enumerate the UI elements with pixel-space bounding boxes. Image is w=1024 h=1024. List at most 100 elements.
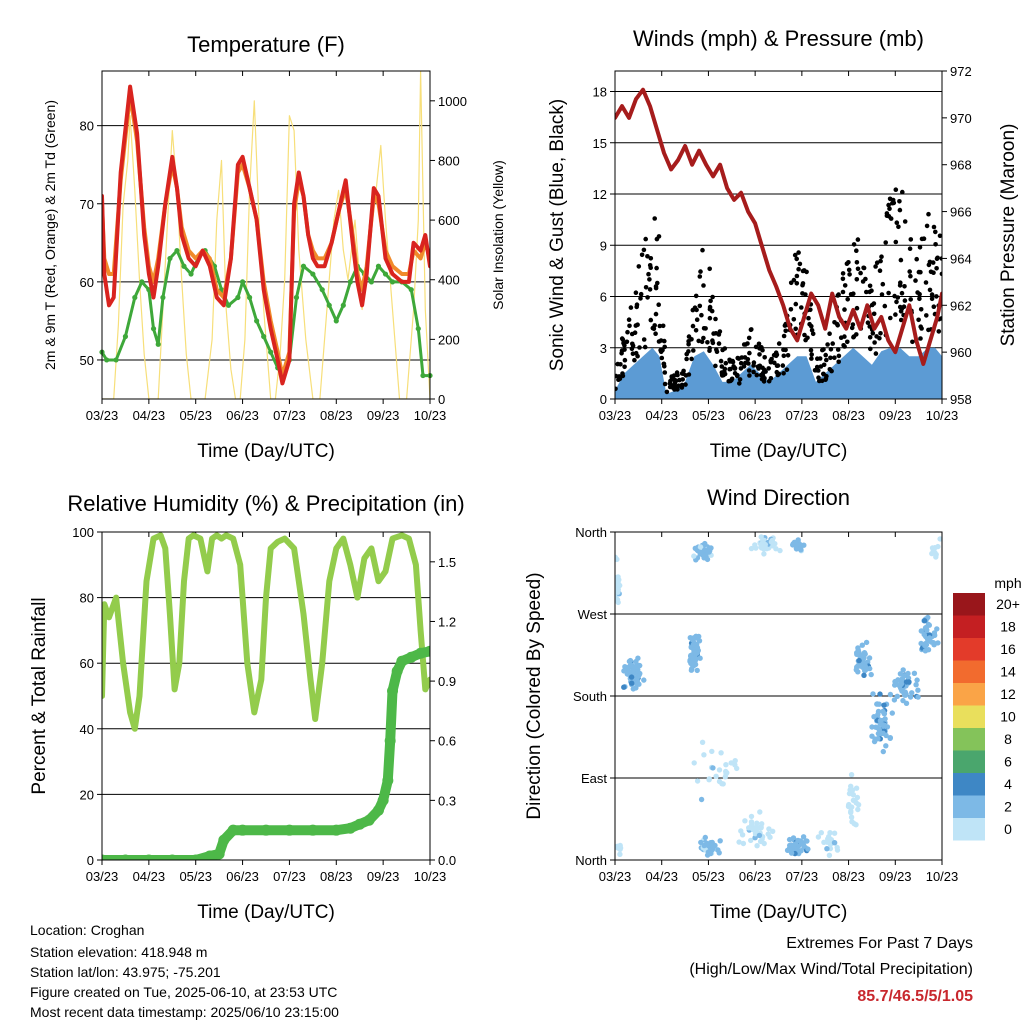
direction-point [773, 546, 779, 552]
gust-point [893, 187, 899, 192]
x-tick-label: 05/23 [179, 408, 212, 423]
gust-point [691, 348, 696, 353]
direction-point [873, 724, 879, 730]
gust-point [836, 353, 842, 359]
gust-point [751, 363, 756, 368]
y-right-tick-label: 0.9 [438, 674, 456, 689]
gust-point [747, 373, 752, 378]
gust-point [868, 346, 873, 352]
gust-point [929, 292, 935, 297]
gust-point [718, 358, 724, 364]
gust-point [634, 302, 640, 308]
direction-point [630, 686, 636, 692]
y-right-tick-label: 968 [950, 158, 972, 173]
gust-point [641, 337, 647, 342]
direction-point [831, 840, 838, 846]
gust-point [638, 291, 644, 297]
gust-point [679, 382, 685, 388]
gust-point [817, 356, 823, 361]
direction-point [889, 710, 895, 716]
gust-point [917, 291, 922, 297]
gust-point [730, 359, 736, 365]
dewpoint-point [375, 263, 382, 269]
gust-point [615, 386, 618, 392]
gust-point [931, 304, 937, 310]
gust-point [816, 375, 821, 381]
gust-point [835, 347, 841, 352]
y-right-tick-label: 960 [950, 345, 972, 360]
legend-label: 12 [1000, 686, 1016, 702]
dewpoint-point [268, 349, 274, 355]
direction-point [877, 718, 884, 724]
gust-point [800, 268, 806, 274]
direction-point [850, 792, 856, 798]
gust-point [888, 315, 893, 321]
gust-point [882, 303, 888, 309]
gust-point [828, 347, 834, 352]
gust-point [907, 269, 912, 274]
direction-point [709, 748, 715, 755]
direction-point [768, 539, 775, 545]
gust-point [753, 344, 759, 350]
gust-point [855, 266, 861, 272]
x-tick-label: 03/23 [599, 408, 632, 423]
dewpoint-point [389, 279, 396, 285]
x-tick-label: 04/23 [133, 869, 166, 884]
dewpoint-point [239, 279, 246, 285]
gust-point [630, 343, 636, 349]
direction-point [704, 556, 711, 563]
extremes-title: Extremes For Past 7 Days [786, 935, 973, 952]
gust-point [809, 356, 814, 361]
direction-point [863, 666, 869, 673]
direction-point [617, 846, 623, 852]
direction-point [754, 843, 760, 849]
gust-point [656, 234, 662, 239]
gust-point [701, 335, 706, 341]
gust-point [633, 290, 639, 296]
direction-point [706, 545, 712, 552]
gust-point [625, 329, 630, 335]
x-tick-label: 09/23 [367, 869, 400, 884]
direction-point [851, 821, 857, 827]
dewpoint-point [293, 294, 300, 301]
legend-label: 10 [1000, 709, 1016, 725]
gust-point [927, 259, 933, 265]
gust-point [824, 373, 829, 379]
gust-point [823, 352, 828, 358]
x-tick-label: 04/23 [645, 869, 678, 884]
gust-point [781, 347, 786, 353]
rainfall-point [213, 848, 225, 860]
gust-point [639, 252, 645, 258]
dewpoint-point [174, 248, 180, 254]
direction-point [770, 828, 776, 834]
direction-point [793, 542, 799, 548]
gust-point [716, 341, 722, 346]
direction-point [915, 694, 921, 700]
chart-title: Wind Direction [707, 485, 850, 510]
gust-point [869, 302, 875, 308]
gust-point [648, 255, 654, 261]
gust-point [714, 349, 720, 355]
direction-point [887, 735, 893, 741]
direction-point [720, 781, 726, 787]
gust-point [697, 303, 703, 309]
legend-swatch [953, 638, 985, 661]
direction-point [883, 732, 889, 739]
gust-point [622, 364, 627, 370]
gust-point [756, 341, 762, 347]
legend-swatch [953, 593, 985, 616]
direction-point [740, 840, 747, 847]
gust-point [710, 338, 715, 343]
rainfall-point [307, 824, 319, 836]
direction-point [901, 692, 908, 698]
rainfall-point [382, 774, 394, 786]
y-axis-label: Percent & Total Rainfall [29, 597, 50, 794]
direction-point [704, 840, 710, 847]
dewpoint-point [254, 318, 260, 324]
gust-point [657, 323, 663, 329]
dewpoint-point [415, 326, 421, 332]
x-tick-label: 10/23 [414, 869, 447, 884]
y-tick-label: East [581, 771, 607, 786]
station-location: Location: Croghan [30, 922, 145, 938]
dewpoint-point [160, 294, 166, 301]
